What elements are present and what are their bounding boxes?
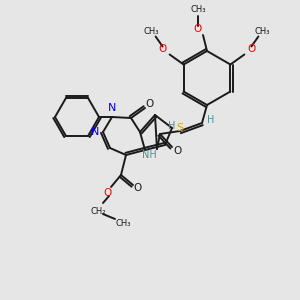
Text: CH₃: CH₃ bbox=[255, 27, 270, 36]
Text: NH: NH bbox=[142, 150, 156, 160]
Text: CH₃: CH₃ bbox=[115, 220, 131, 229]
Text: CH₃: CH₃ bbox=[144, 27, 159, 36]
Text: H: H bbox=[207, 115, 215, 125]
Text: S: S bbox=[176, 123, 184, 133]
Text: CH₃: CH₃ bbox=[190, 5, 206, 14]
Text: O: O bbox=[194, 24, 202, 34]
Text: O: O bbox=[173, 146, 181, 156]
Text: N: N bbox=[91, 127, 99, 137]
Text: O: O bbox=[247, 44, 256, 55]
Text: O: O bbox=[146, 99, 154, 109]
Text: O: O bbox=[158, 44, 167, 55]
Text: H: H bbox=[168, 121, 176, 131]
Text: N: N bbox=[108, 103, 116, 113]
Text: O: O bbox=[134, 183, 142, 193]
Text: O: O bbox=[103, 188, 111, 198]
Text: CH₂: CH₂ bbox=[90, 206, 106, 215]
